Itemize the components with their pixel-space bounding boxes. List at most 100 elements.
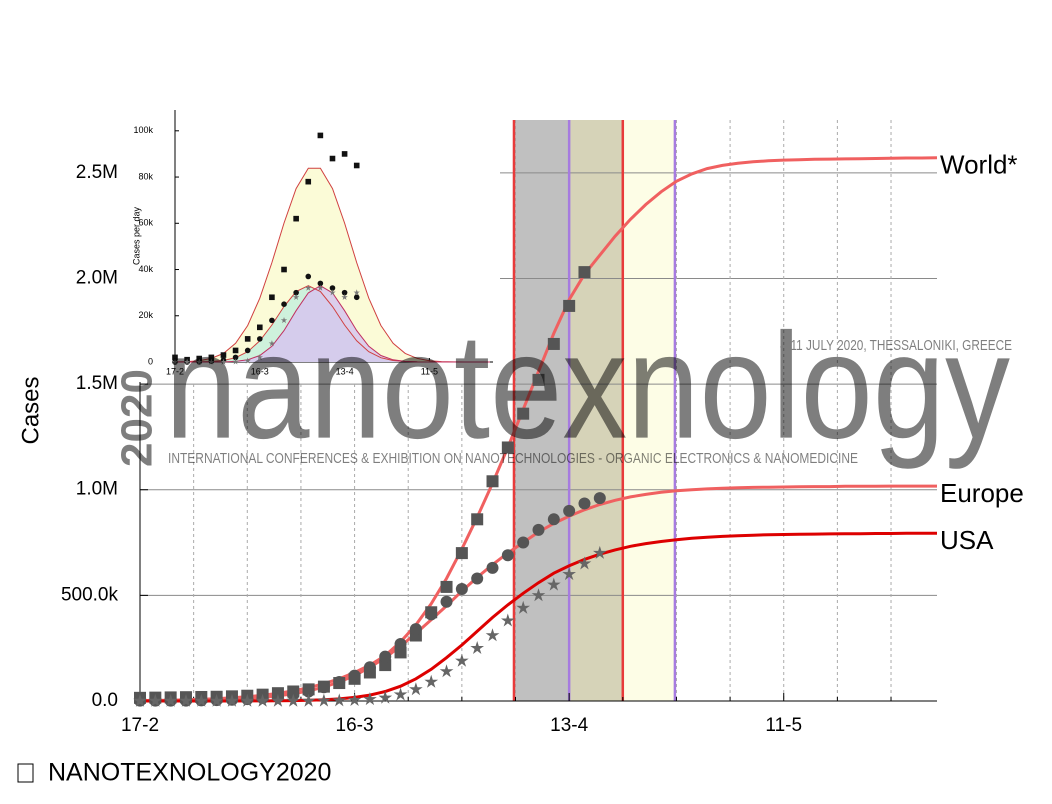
- point: [293, 215, 299, 222]
- x-tick-label: 11-5: [421, 366, 438, 376]
- x-tick-label: 16-3: [336, 715, 374, 736]
- point: [271, 693, 285, 707]
- point: [394, 637, 407, 650]
- point: [455, 547, 468, 560]
- point: [317, 693, 331, 707]
- point: [563, 299, 576, 312]
- point: [208, 354, 215, 361]
- point: [455, 583, 468, 596]
- point: [148, 693, 163, 707]
- series-label: Europe: [940, 478, 1024, 508]
- point: [171, 358, 179, 365]
- point: [244, 357, 251, 364]
- point: [257, 336, 263, 342]
- point: [133, 693, 147, 707]
- x-tick-label: 17-2: [166, 366, 184, 376]
- point: [347, 693, 362, 706]
- x-tick-label: 11-5: [765, 715, 802, 736]
- point: [547, 513, 560, 526]
- y-tick-label: 80k: [138, 171, 153, 181]
- point: [501, 549, 514, 562]
- x-tick-label: 16-3: [251, 366, 269, 376]
- area: [175, 168, 490, 362]
- point: [394, 646, 407, 659]
- point: [439, 664, 454, 678]
- point: [379, 650, 392, 663]
- point: [485, 628, 500, 642]
- point: [547, 577, 561, 591]
- y-axis-label: Cases per day: [131, 206, 141, 265]
- point: [317, 284, 324, 291]
- point: [301, 693, 316, 707]
- point: [220, 352, 227, 358]
- point: [531, 588, 546, 602]
- watermark-year: 2020: [113, 369, 162, 467]
- point: [329, 289, 336, 296]
- point: [240, 693, 255, 707]
- point: [379, 659, 392, 672]
- watermark-tagline: INTERNATIONAL CONFERENCES & EXHIBITION O…: [168, 450, 858, 467]
- point: [471, 572, 484, 585]
- y-tick-label: 20k: [138, 310, 153, 320]
- main-chart: 0.0 500.0k 1.0M 1.5M 2.0M 2.5M 17-2 16-3 13-4 11-…: [17, 120, 1024, 736]
- y-axis-label: Cases: [17, 376, 44, 444]
- point: [172, 354, 178, 361]
- point: [317, 280, 324, 287]
- point: [393, 687, 408, 701]
- y-tick-label: 1.5M: [76, 373, 118, 394]
- point: [286, 693, 301, 707]
- y-tick-label: 500.0k: [61, 584, 119, 605]
- point: [341, 151, 348, 157]
- point: [281, 301, 287, 308]
- point: [208, 358, 215, 365]
- point: [348, 669, 361, 682]
- point: [517, 536, 530, 549]
- fit-line: [174, 167, 490, 363]
- point: [593, 545, 607, 559]
- point: [341, 289, 348, 296]
- point: [455, 653, 469, 667]
- point: [244, 347, 251, 354]
- x-tick-label: 13-4: [336, 366, 354, 376]
- point: [292, 293, 300, 300]
- y-tick-label: 2.5M: [76, 162, 118, 183]
- area: [175, 285, 490, 362]
- y-tick-label: 40k: [138, 264, 153, 274]
- footer-text: NANOTEXNOLOGY2020: [48, 759, 331, 787]
- point: [363, 661, 376, 674]
- shaded-span: [569, 120, 623, 701]
- point: [269, 294, 275, 301]
- point: [209, 693, 224, 707]
- point: [329, 285, 336, 291]
- y-tick-label: 60k: [138, 218, 153, 228]
- point: [532, 373, 545, 386]
- point: [593, 492, 606, 505]
- point: [440, 580, 453, 593]
- point: [281, 266, 287, 273]
- y-tick-label: 0.0: [92, 690, 118, 711]
- series-label: World*: [940, 150, 1018, 180]
- point: [179, 693, 193, 707]
- y-tick-label: 100k: [133, 125, 153, 135]
- point: [302, 685, 315, 698]
- point: [409, 682, 423, 696]
- fit-line: [140, 531, 937, 703]
- point: [255, 693, 270, 707]
- y-tick-label: 2.0M: [76, 267, 118, 288]
- point: [329, 155, 336, 162]
- point: [332, 693, 347, 707]
- point: [220, 358, 227, 365]
- point: [194, 693, 209, 707]
- bullet-box: [17, 763, 34, 783]
- point: [257, 324, 263, 331]
- point: [232, 354, 239, 361]
- point: [517, 407, 530, 420]
- point: [305, 273, 312, 280]
- point: [196, 355, 203, 362]
- watermark-dates: 4-11 JULY 2020, THESSALONIKI, GREECE: [780, 337, 1012, 354]
- point: [232, 347, 239, 354]
- point: [317, 132, 324, 139]
- point: [353, 294, 360, 301]
- point: [232, 358, 239, 365]
